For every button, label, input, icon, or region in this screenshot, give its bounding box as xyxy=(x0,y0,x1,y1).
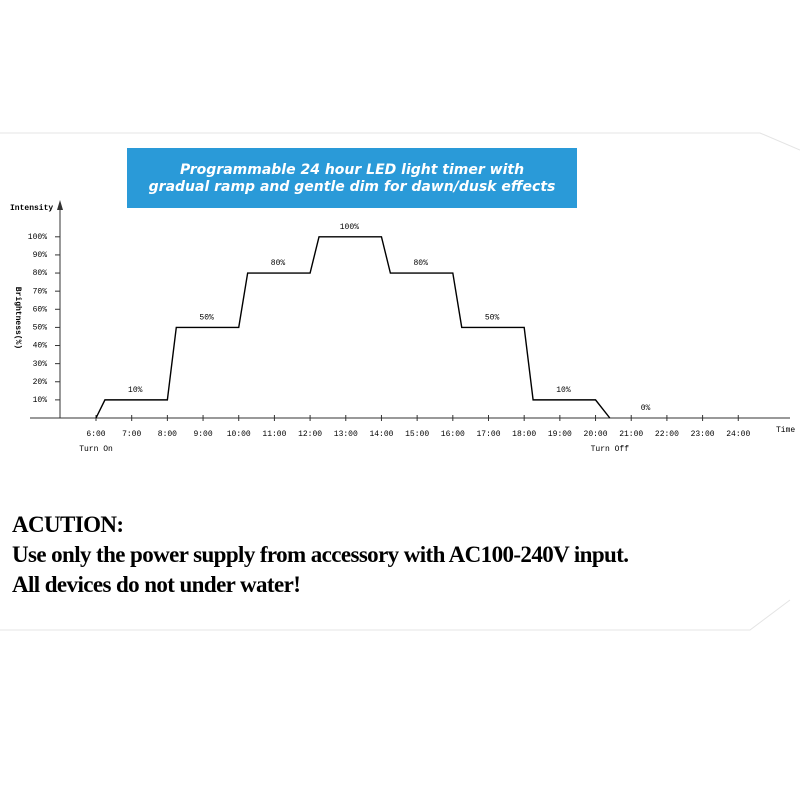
annotation: Turn Off xyxy=(591,445,630,454)
data-label: 10% xyxy=(556,386,571,395)
x-tick-label: 17:00 xyxy=(476,430,500,439)
title-banner xyxy=(127,148,577,208)
notice-line: Use only the power supply from accessory… xyxy=(12,542,628,567)
line xyxy=(95,236,611,419)
data-label: 10% xyxy=(128,386,143,395)
x-tick-label: 6:00 xyxy=(86,430,105,439)
x-tick-label: 7:00 xyxy=(122,430,141,439)
x-tick-label: 22:00 xyxy=(655,430,679,439)
data-label: 50% xyxy=(199,314,214,323)
y-tick-label: 10% xyxy=(33,396,48,405)
x-tick-label: 14:00 xyxy=(369,430,393,439)
y-tick-label: 100% xyxy=(28,233,47,242)
x-tick-label: 16:00 xyxy=(441,430,465,439)
x-tick-label: 19:00 xyxy=(548,430,572,439)
x-tick-label: 8:00 xyxy=(158,430,177,439)
x-tick-label: 15:00 xyxy=(405,430,429,439)
y-tick-label: 50% xyxy=(33,324,48,333)
card-border xyxy=(0,132,800,631)
y-label: Intensity xyxy=(10,204,53,213)
data-label: 80% xyxy=(271,259,286,268)
y-tick-label: 30% xyxy=(33,360,48,369)
notice-heading: ACUTION: xyxy=(12,512,123,537)
annotation: Turn On xyxy=(79,445,113,454)
x-tick-label: 9:00 xyxy=(193,430,212,439)
x-tick-label: 20:00 xyxy=(584,430,608,439)
x-tick-label: 23:00 xyxy=(691,430,715,439)
y-axis-arrow xyxy=(57,200,63,210)
y-tick-label: 20% xyxy=(33,378,48,387)
notice-line: All devices do not under water! xyxy=(12,572,300,597)
chart-title: Programmable 24 hour LED light timer wit… xyxy=(180,162,524,178)
x-tick-label: 18:00 xyxy=(512,430,536,439)
data-label: 50% xyxy=(485,314,500,323)
x-tick-label: 11:00 xyxy=(262,430,286,439)
y-tick-label: 70% xyxy=(33,287,48,296)
x-tick-label: 13:00 xyxy=(334,430,358,439)
x-tick-label: 21:00 xyxy=(619,430,643,439)
data-label: 0% xyxy=(641,404,651,413)
x-tick-label: 10:00 xyxy=(227,430,251,439)
data-label: 100% xyxy=(340,223,359,232)
y-tick-label: 90% xyxy=(33,251,48,260)
x-label: Time xyxy=(776,426,795,435)
y-tick-label: 80% xyxy=(33,269,48,278)
x-tick-label: 24:00 xyxy=(726,430,750,439)
chart-title: gradual ramp and gentle dim for dawn/dus… xyxy=(149,179,556,195)
y-tick-label: 60% xyxy=(33,305,48,314)
y-tick-label: 40% xyxy=(33,342,48,351)
data-label: 80% xyxy=(414,259,429,268)
x-tick-label: 12:00 xyxy=(298,430,322,439)
y-axis-title: Brightness(%) xyxy=(13,287,22,349)
